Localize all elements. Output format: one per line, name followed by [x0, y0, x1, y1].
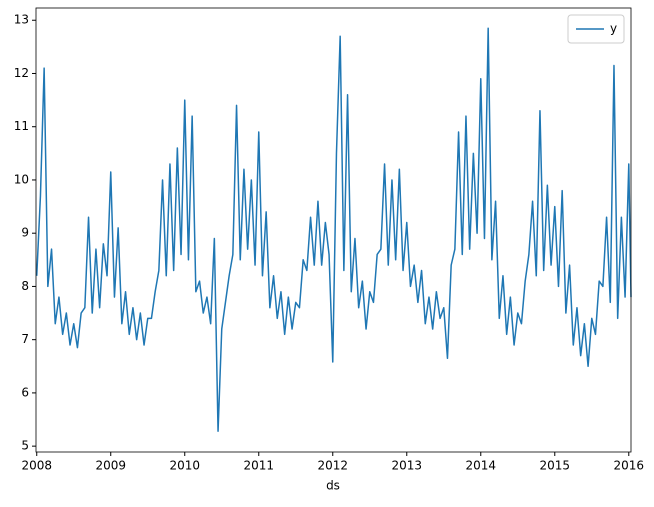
y-tick-label: 6: [21, 385, 29, 399]
y-tick-label: 9: [21, 226, 29, 240]
legend-label: y: [610, 22, 617, 36]
x-tick-label: 2009: [95, 459, 126, 473]
x-tick-label: 2014: [465, 459, 496, 473]
x-axis-label: ds: [326, 479, 340, 493]
x-tick-label: 2015: [540, 459, 571, 473]
y-tick-label: 10: [14, 172, 29, 186]
y-tick-label: 7: [21, 332, 29, 346]
x-tick-label: 2013: [391, 459, 422, 473]
y-tick-label: 5: [21, 439, 29, 453]
y-tick-label: 11: [14, 119, 29, 133]
y-tick-label: 8: [21, 279, 29, 293]
x-tick-label: 2011: [243, 459, 274, 473]
plot-frame: [35, 7, 632, 453]
data-line: [35, 27, 632, 432]
y-tick-label: 13: [14, 13, 29, 27]
x-tick-label: 2008: [21, 459, 52, 473]
x-tick-label: 2012: [317, 459, 348, 473]
y-tick-label: 12: [14, 66, 29, 80]
x-tick-label: 2016: [614, 459, 645, 473]
x-tick-label: 2010: [169, 459, 200, 473]
